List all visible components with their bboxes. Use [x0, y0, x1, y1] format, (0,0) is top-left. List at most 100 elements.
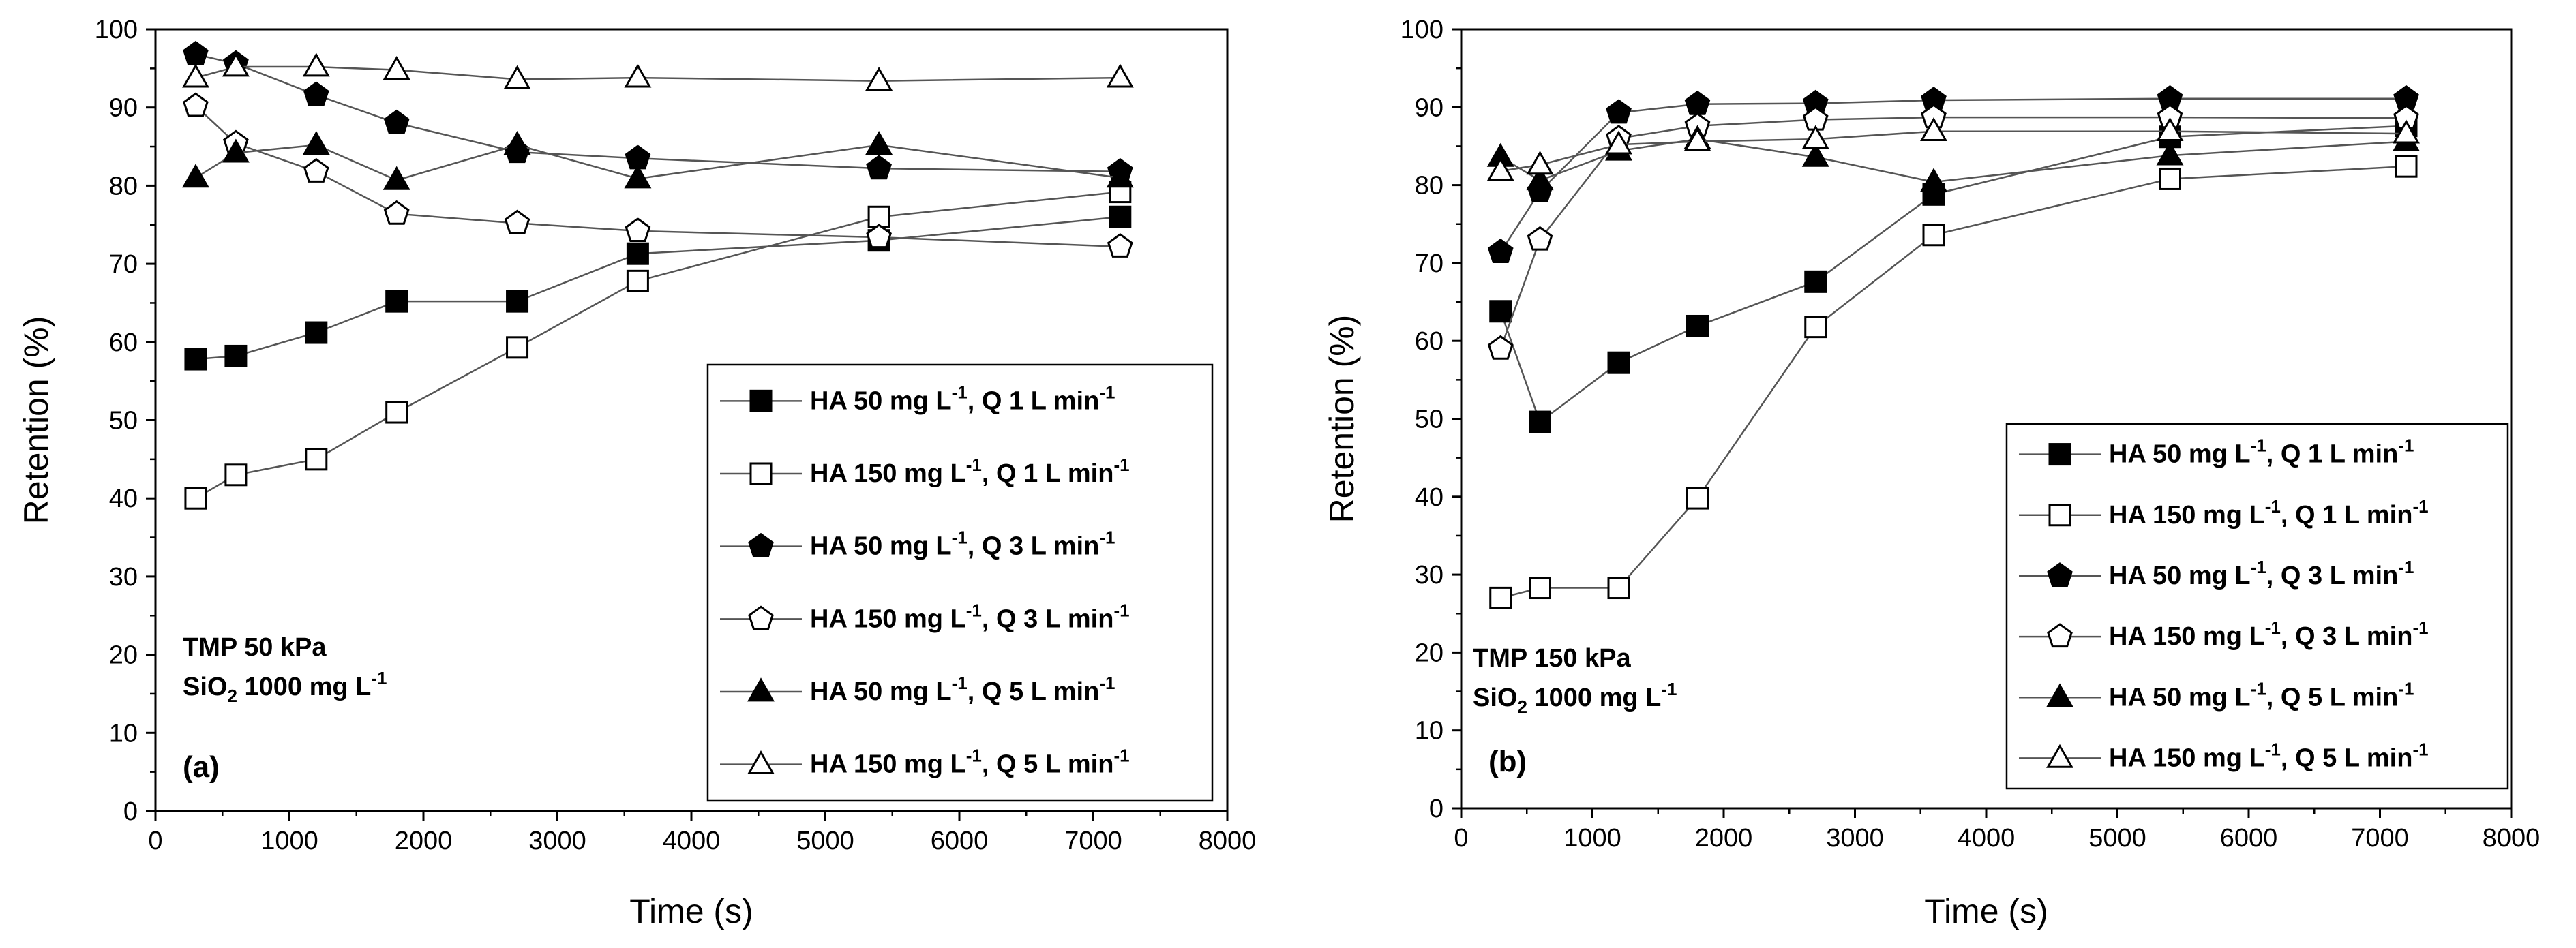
legend-superscript: -1 — [1099, 527, 1115, 548]
legend-superscript: -1 — [2251, 678, 2266, 699]
condition-text: 1000 mg L — [237, 673, 371, 701]
legend-label: HA 150 mg L-1, Q 3 L min-1 — [810, 600, 1130, 633]
series-5 — [1486, 117, 2420, 181]
data-point — [624, 63, 652, 88]
legend-superscript: -1 — [952, 673, 968, 693]
condition-text: 1000 mg L — [1527, 684, 1661, 712]
legend-superscript: -1 — [952, 527, 968, 548]
x-tick-label: 4000 — [1958, 824, 2016, 853]
y-tick-label: 70 — [1415, 249, 1443, 278]
legend-text-part: , Q 1 L min — [2266, 440, 2399, 469]
legend-superscript: -1 — [2251, 557, 2266, 577]
data-point — [2156, 117, 2184, 142]
condition-text: SiO — [183, 673, 227, 701]
legend-superscript: -1 — [2251, 435, 2266, 456]
condition-superscript: -1 — [371, 668, 387, 688]
legend-text-part: , Q 1 L min — [982, 459, 1114, 488]
series-4 — [181, 131, 1134, 190]
legend-label: HA 50 mg L-1, Q 5 L min-1 — [2109, 678, 2414, 712]
data-point — [2156, 141, 2184, 166]
data-point — [183, 92, 209, 117]
data-point — [1487, 335, 1514, 360]
data-point — [1489, 300, 1512, 323]
condition-label: SiO2 1000 mg L-1 — [183, 668, 387, 706]
legend-item: HA 150 mg L-1, Q 5 L min-1 — [2019, 739, 2429, 772]
data-point — [383, 166, 410, 190]
x-tick-label: 5000 — [796, 827, 854, 855]
legend-text-part: , Q 5 L min — [2281, 744, 2413, 772]
data-point — [1804, 270, 1827, 293]
data-point — [224, 344, 248, 367]
series-1 — [184, 181, 1132, 510]
x-tick-label: 8000 — [2483, 824, 2541, 853]
data-point — [1526, 151, 1554, 175]
data-point — [385, 290, 408, 313]
legend-item: HA 150 mg L-1, Q 1 L min-1 — [2019, 496, 2429, 530]
chart-panel-b: 0 1000 2000 3000 4000 5000 6000 7000 8000 0 10 20 30… — [1323, 16, 2540, 930]
series-line — [195, 216, 1120, 361]
x-tick-label: 7000 — [1064, 827, 1122, 855]
panel-label: (a) — [183, 750, 220, 784]
y-tick-label: 0 — [123, 797, 138, 826]
legend-label: HA 50 mg L-1, Q 3 L min-1 — [2109, 557, 2414, 590]
condition-label: SiO2 1000 mg L-1 — [1473, 679, 1677, 717]
data-point — [1801, 125, 1829, 149]
condition-label: TMP 50 kPa — [183, 633, 327, 662]
series-line — [1499, 116, 2407, 350]
data-point — [385, 401, 408, 424]
y-tick-label: 20 — [109, 641, 138, 670]
series-line — [1499, 97, 2406, 253]
legend-superscript: -1 — [1113, 455, 1129, 475]
series-line — [195, 53, 1120, 173]
legend-box — [2005, 423, 2509, 790]
legend-superscript: -1 — [1113, 600, 1129, 620]
data-point — [1606, 99, 1632, 124]
legend-text-part: HA 150 mg L — [2109, 744, 2265, 772]
legend-superscript: -1 — [1099, 673, 1115, 693]
legend-marker — [2047, 623, 2073, 648]
series-5 — [181, 52, 1134, 91]
legend-superscript: -1 — [2412, 496, 2428, 517]
data-point — [181, 164, 209, 188]
series-line — [1499, 125, 2407, 424]
legend-marker — [2046, 683, 2073, 707]
legend: HA 50 mg L-1, Q 1 L min-1HA 150 mg L-1, … — [2005, 423, 2509, 790]
x-tick-label: 0 — [148, 827, 162, 855]
legend-text-part: , Q 3 L min — [982, 605, 1114, 633]
y-tick-label: 50 — [109, 407, 138, 435]
data-point — [1607, 351, 1630, 374]
data-point — [383, 200, 410, 225]
legend-text-part: , Q 3 L min — [2281, 622, 2413, 651]
y-tick-label: 60 — [1415, 327, 1443, 356]
x-tick-label: 4000 — [663, 827, 721, 855]
data-point — [1106, 63, 1134, 88]
x-tick-label: 6000 — [931, 827, 989, 855]
data-point — [1529, 577, 1551, 600]
data-point — [626, 242, 649, 265]
legend-superscript: -1 — [966, 600, 982, 620]
series-line — [195, 191, 1120, 500]
data-point — [184, 487, 207, 510]
legend-label: HA 150 mg L-1, Q 5 L min-1 — [2109, 739, 2429, 772]
data-point — [866, 155, 892, 180]
legend-text-part: HA 150 mg L — [810, 750, 966, 779]
legend-text-part: HA 150 mg L — [2109, 622, 2265, 651]
legend-item: HA 50 mg L-1, Q 3 L min-1 — [2019, 557, 2414, 590]
x-axis-title: Time (s) — [1924, 892, 2048, 930]
y-tick-label: 80 — [109, 172, 138, 200]
legend-text-part: , Q 3 L min — [2266, 562, 2399, 590]
legend-item: HA 150 mg L-1, Q 5 L min-1 — [720, 746, 1130, 779]
data-point — [302, 52, 330, 77]
data-point — [506, 290, 529, 313]
panel-label: (b) — [1488, 745, 1527, 778]
legend-label: HA 50 mg L-1, Q 3 L min-1 — [810, 527, 1115, 561]
data-point — [181, 63, 209, 88]
data-point — [1607, 577, 1630, 600]
data-point — [1107, 233, 1133, 258]
x-tick-label: 1000 — [260, 827, 318, 855]
y-tick-label: 20 — [1415, 639, 1443, 667]
condition-subscript: 2 — [227, 686, 237, 706]
series-3 — [183, 92, 1133, 258]
legend-label: HA 150 mg L-1, Q 1 L min-1 — [810, 455, 1130, 488]
legend-item: HA 50 mg L-1, Q 5 L min-1 — [2019, 678, 2414, 712]
